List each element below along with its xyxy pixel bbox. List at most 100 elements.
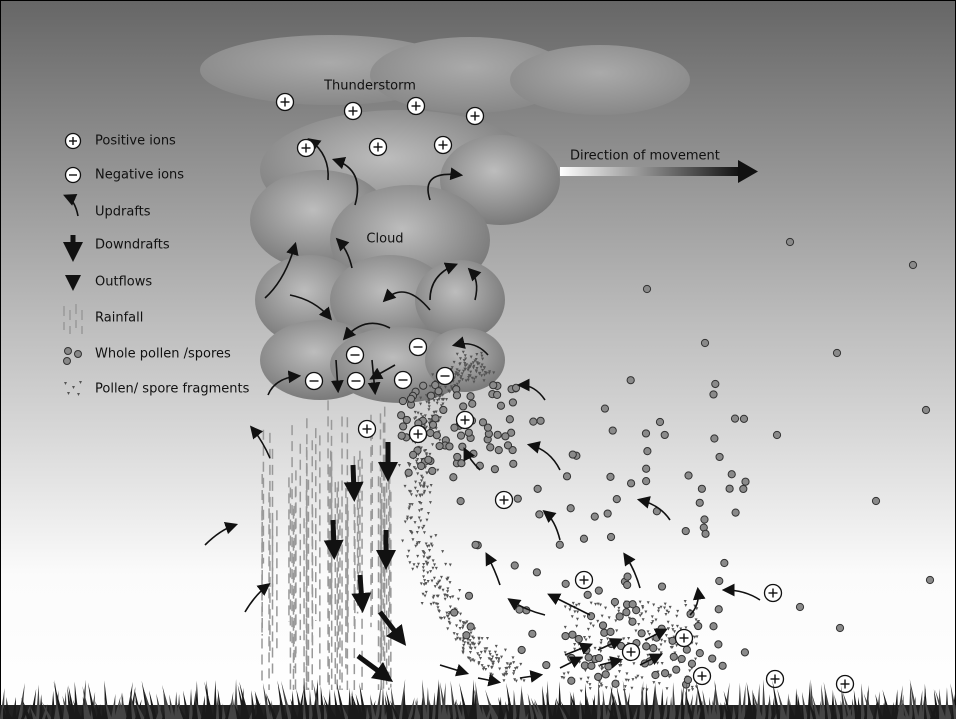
- pollen-fragment: [577, 602, 581, 606]
- pollen-fragment: [468, 646, 472, 650]
- pollen-grain: [694, 621, 703, 631]
- pollen-fragment: [463, 367, 467, 371]
- grass-blade: [234, 679, 238, 719]
- pollen-fragment: [422, 569, 426, 573]
- pollen-grain: [641, 429, 651, 438]
- pollen-fragment: [434, 602, 438, 606]
- pollen-fragment: [408, 561, 412, 565]
- pollen-fragment: [457, 373, 461, 377]
- pollen-fragment: [474, 357, 478, 361]
- grass-blade: [351, 692, 361, 719]
- pollen-grain: [623, 572, 632, 581]
- pollen-fragment: [579, 689, 583, 693]
- legend-label: Positive ions: [95, 134, 176, 149]
- pollen-fragment: [468, 651, 472, 655]
- pollen-grain: [785, 237, 795, 247]
- pollen-fragment: [638, 600, 642, 604]
- pollen-grain: [731, 508, 740, 517]
- pollen-fragment: [599, 641, 603, 645]
- pollen-fragment: [663, 640, 667, 644]
- grass-blade: [592, 697, 598, 719]
- legend-label: Rainfall: [95, 311, 143, 326]
- pollen-fragment: [598, 680, 602, 684]
- pollen-fragment: [414, 494, 418, 498]
- grass-blade: [489, 701, 499, 719]
- grass-blade: [439, 681, 448, 719]
- pollen-fragment: [498, 667, 502, 671]
- pollen-fragment: [437, 580, 441, 584]
- pollen-fragment: [410, 531, 414, 535]
- pollen-fragment: [479, 365, 483, 369]
- pollen-fragment: [593, 646, 597, 650]
- grass-blade: [87, 682, 97, 719]
- grass-blade: [473, 687, 484, 719]
- pollen-grain: [832, 348, 842, 358]
- pollen-fragment: [413, 486, 417, 490]
- pollen-fragment: [659, 651, 663, 655]
- pollen-fragment: [480, 664, 484, 668]
- pollen-fragment: [479, 650, 483, 654]
- pollen-fragment: [463, 641, 467, 645]
- pollen-fragment: [428, 452, 432, 456]
- pollen-fragment: [482, 379, 486, 383]
- pollen-grain: [450, 608, 459, 617]
- pollen-grain: [594, 653, 604, 663]
- pollen-fragment: [513, 678, 517, 682]
- pollen-fragment: [415, 541, 419, 545]
- pollen-fragment: [588, 683, 592, 687]
- pollen-fragment: [409, 493, 413, 497]
- pollen-fragment: [477, 662, 481, 666]
- pollen-fragment: [451, 595, 455, 599]
- pollen-fragment: [455, 382, 459, 386]
- pollen-fragment: [457, 369, 461, 373]
- grass-blade: [51, 690, 55, 719]
- grass-blade: [149, 690, 157, 719]
- grass-blade: [21, 704, 27, 719]
- grass-blade: [933, 689, 940, 719]
- pollen-fragment: [691, 688, 695, 692]
- pollen-fragment: [430, 579, 434, 583]
- pollen-fragment: [482, 666, 486, 670]
- pollen-grain: [740, 648, 750, 657]
- pollen-fragment: [492, 660, 496, 664]
- pollen-fragment: [450, 366, 454, 370]
- grass-blade: [234, 704, 241, 719]
- pollen-fragment: [425, 544, 429, 548]
- pollen-fragment: [657, 682, 661, 686]
- pollen-fragment: [596, 619, 600, 623]
- pollen-fragment: [461, 626, 465, 630]
- pollen-fragment: [421, 550, 425, 554]
- pollen-fragment: [423, 424, 427, 428]
- grass-blade: [351, 695, 358, 719]
- pollen-fragment: [423, 594, 427, 598]
- pollen-grain: [469, 449, 478, 458]
- pollen-fragment: [622, 637, 626, 641]
- pollen-grain: [397, 411, 406, 420]
- pollen-fragment: [483, 647, 487, 651]
- pollen-fragment: [426, 561, 430, 565]
- pollen-fragment: [487, 657, 491, 661]
- pollen-fragment: [514, 679, 518, 683]
- pollen-fragment: [465, 363, 469, 367]
- pollen-fragment: [466, 642, 470, 646]
- pollen-grain: [439, 405, 448, 415]
- grass-blade: [641, 686, 646, 719]
- grass-blade: [752, 690, 763, 719]
- pollen-fragment: [439, 575, 443, 579]
- pollen-grain: [708, 654, 717, 663]
- pollen-fragment: [431, 566, 435, 570]
- pollen-fragment: [615, 629, 619, 633]
- ions: [275, 92, 855, 694]
- grass-blade: [929, 705, 937, 719]
- pollen-grain: [532, 568, 541, 577]
- pollen-grain: [637, 629, 646, 638]
- pollen-fragment: [469, 370, 473, 374]
- grass-blade: [95, 701, 103, 719]
- pollen-fragment: [641, 604, 645, 608]
- pollen-fragment: [417, 526, 421, 530]
- grass-blade: [162, 684, 172, 719]
- pollen-grain: [566, 504, 575, 513]
- grass-blade: [882, 689, 892, 719]
- grass-blade: [801, 691, 808, 719]
- pollen-grain: [568, 630, 577, 639]
